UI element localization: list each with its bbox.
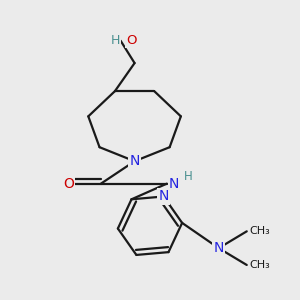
Text: N: N <box>129 154 140 168</box>
Text: CH₃: CH₃ <box>250 226 270 236</box>
Text: O: O <box>127 34 137 47</box>
Text: H: H <box>184 170 192 183</box>
Text: N: N <box>158 190 169 203</box>
Text: H: H <box>110 34 120 47</box>
Text: N: N <box>214 241 224 255</box>
Text: O: O <box>63 177 74 191</box>
Text: CH₃: CH₃ <box>250 260 270 270</box>
Text: N: N <box>169 177 179 191</box>
